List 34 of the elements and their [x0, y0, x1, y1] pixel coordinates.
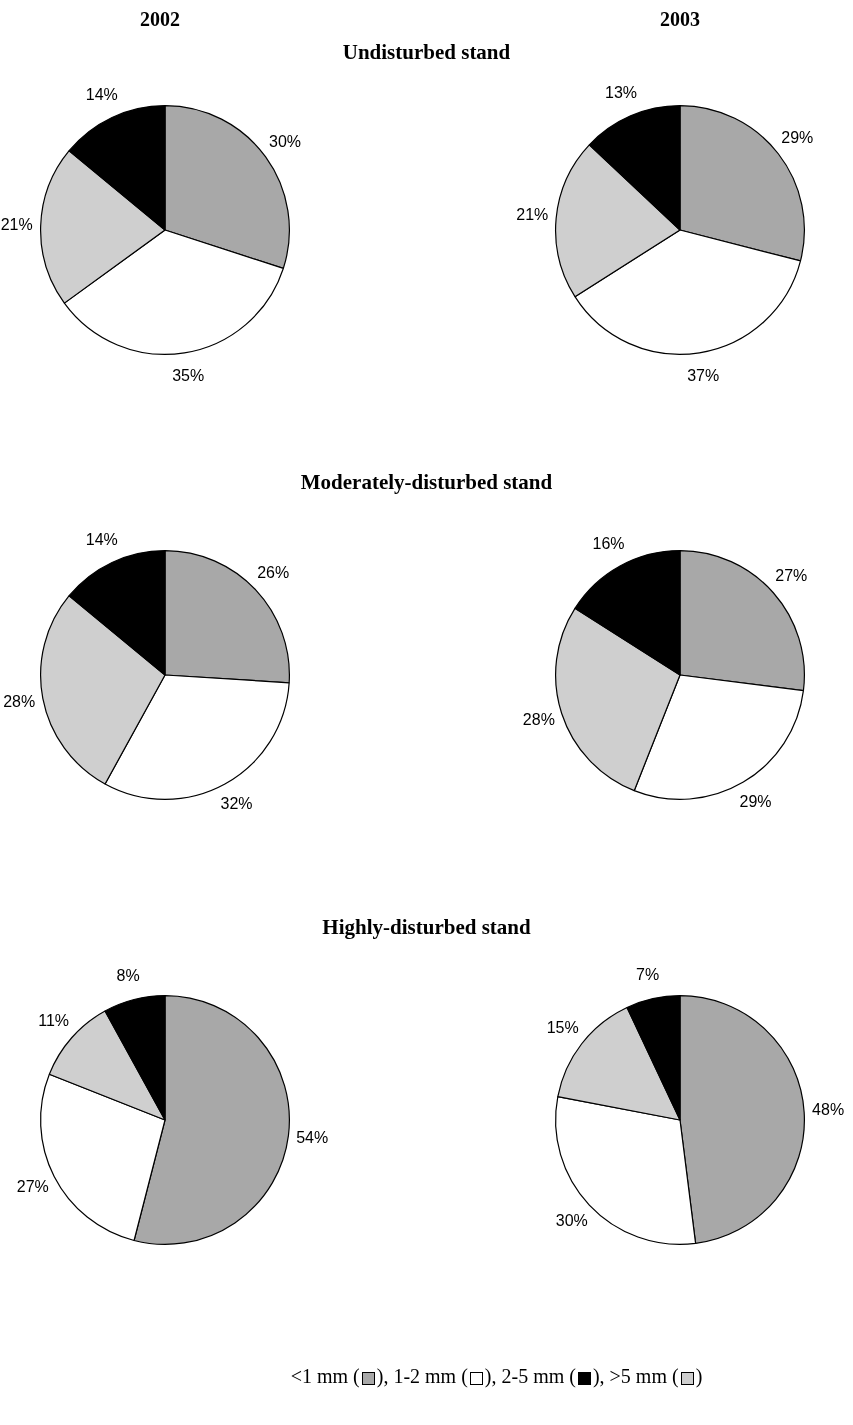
text: ) [695, 1365, 703, 1387]
data-label: 32% [220, 795, 253, 813]
data-label: 27% [775, 567, 808, 585]
data-label: 21% [0, 215, 33, 233]
data-label: 14% [85, 86, 118, 104]
data-label: 28% [522, 711, 555, 729]
text: ), >5 mm ( [592, 1365, 679, 1387]
data-label: 14% [85, 531, 118, 549]
data-label: 30% [269, 133, 302, 151]
data-label: 29% [739, 793, 772, 811]
data-label: 48% [812, 1101, 845, 1119]
chart-title: 2003 [659, 8, 701, 31]
data-label: 29% [781, 129, 814, 147]
text: Undisturbed stand [341, 40, 512, 65]
text: Moderately-disturbed stand [299, 470, 554, 495]
data-label: 26% [257, 563, 290, 581]
text: <1 mm ( [290, 1365, 360, 1387]
data-label: 21% [516, 206, 549, 224]
data-label: 8% [116, 966, 140, 984]
data-label: 35% [172, 366, 205, 384]
data-label: 30% [555, 1211, 588, 1229]
data-label: 28% [3, 693, 36, 711]
data-label: 15% [546, 1019, 579, 1037]
data-label: 13% [605, 84, 638, 102]
text: ), 2-5 mm ( [484, 1365, 576, 1387]
data-label: 54% [296, 1129, 329, 1147]
text: Highly-disturbed stand [321, 915, 532, 940]
chart-title: 2002 [139, 8, 181, 31]
data-label: 7% [636, 965, 660, 983]
data-label: 11% [38, 1012, 70, 1030]
data-label: 27% [16, 1177, 49, 1195]
text: ), 1-2 mm ( [376, 1365, 468, 1387]
data-label: 16% [592, 535, 625, 553]
data-label: 37% [687, 366, 720, 384]
